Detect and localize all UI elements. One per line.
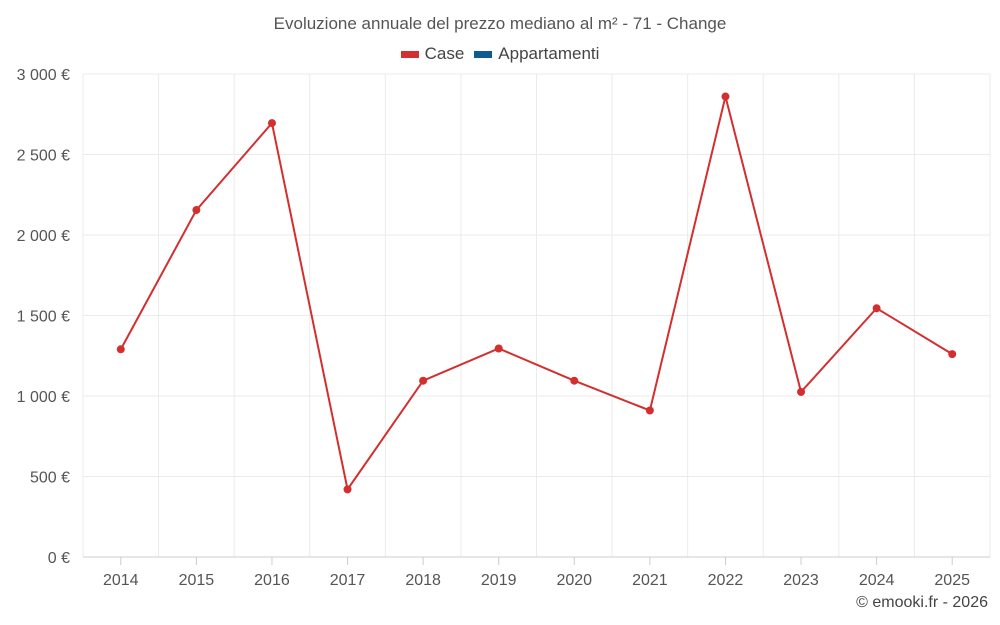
data-point [948, 350, 957, 359]
series-line-case [119, 96, 953, 492]
x-tick-label: 2025 [934, 572, 970, 589]
y-tick-label: 3 000 € [17, 67, 70, 84]
legend-label-case: Case [424, 44, 465, 63]
x-tick-label: 2016 [254, 572, 290, 589]
data-point [797, 387, 806, 396]
data-point [721, 92, 730, 101]
x-tick-label: 2015 [179, 572, 215, 589]
chart-title: Evoluzione annuale del prezzo mediano al… [273, 14, 727, 33]
y-tick-label: 2 500 € [17, 148, 70, 165]
x-tick-label: 2017 [330, 572, 366, 589]
x-tick-label: 2018 [405, 572, 441, 589]
legend-swatch-appartamenti [474, 50, 493, 58]
y-tick-label: 1 000 € [17, 389, 70, 406]
x-tick-label: 2023 [783, 572, 819, 589]
x-tick-label: 2024 [859, 572, 895, 589]
legend-item-appartamenti[interactable]: Appartamenti [474, 44, 599, 64]
data-point [267, 119, 276, 128]
x-tick-label: 2014 [103, 572, 139, 589]
data-point [645, 406, 654, 415]
data-point [116, 345, 125, 354]
x-tick-label: 2020 [556, 572, 592, 589]
legend-swatch-case [400, 50, 419, 58]
legend: Case Appartamenti [0, 44, 1000, 64]
data-point [419, 376, 428, 385]
x-tick-label: 2019 [481, 572, 517, 589]
y-tick-label: 0 € [48, 550, 70, 567]
y-tick-label: 1 500 € [17, 309, 70, 326]
legend-label-appartamenti: Appartamenti [498, 44, 600, 63]
x-tick-label: 2021 [632, 572, 668, 589]
credit-text: © emooki.fr - 2026 [856, 594, 988, 611]
y-tick-label: 500 € [30, 470, 70, 487]
y-tick-label: 2 000 € [17, 228, 70, 245]
data-point [872, 304, 881, 313]
x-tick-label: 2022 [708, 572, 744, 589]
data-point [494, 344, 503, 353]
data-point [343, 485, 352, 494]
legend-item-case[interactable]: Case [400, 44, 465, 64]
data-point [192, 206, 201, 215]
data-point [570, 376, 579, 385]
